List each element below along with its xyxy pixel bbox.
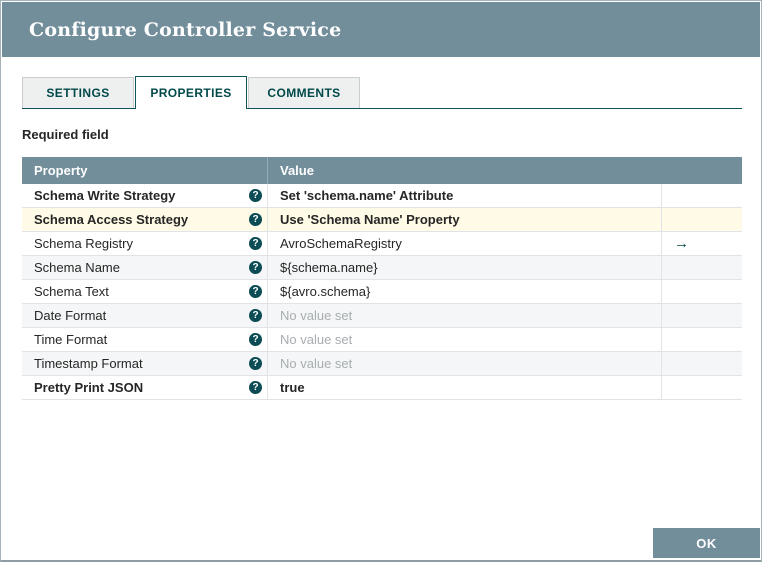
help-icon[interactable]: ? — [249, 261, 262, 274]
property-value[interactable]: AvroSchemaRegistry — [268, 232, 662, 255]
table-row[interactable]: Schema Access Strategy ? Use 'Schema Nam… — [22, 208, 742, 232]
property-name: Schema Name — [34, 260, 120, 275]
dialog-title: Configure Controller Service — [29, 18, 342, 41]
tab-comments[interactable]: COMMENTS — [248, 77, 360, 108]
property-value[interactable]: No value set — [268, 352, 662, 375]
help-icon[interactable]: ? — [249, 357, 262, 370]
column-header-actions — [662, 157, 742, 184]
column-header-property: Property — [22, 157, 268, 184]
tab-bar: SETTINGS PROPERTIES COMMENTS — [22, 76, 742, 109]
property-name: Timestamp Format — [34, 356, 143, 371]
property-name: Time Format — [34, 332, 108, 347]
ok-button[interactable]: OK — [653, 528, 760, 558]
required-field-label: Required field — [22, 127, 109, 142]
property-name: Schema Access Strategy — [34, 212, 189, 227]
table-row[interactable]: Schema Name ? ${schema.name} — [22, 256, 742, 280]
property-name: Date Format — [34, 308, 107, 323]
property-name: Schema Registry — [34, 236, 133, 251]
table-row[interactable]: Schema Write Strategy ? Set 'schema.name… — [22, 184, 742, 208]
help-icon[interactable]: ? — [249, 381, 262, 394]
property-value[interactable]: true — [268, 376, 662, 399]
help-icon[interactable]: ? — [249, 189, 262, 202]
help-icon[interactable]: ? — [249, 309, 262, 322]
column-header-value: Value — [280, 163, 314, 178]
help-icon[interactable]: ? — [249, 333, 262, 346]
go-to-service-icon[interactable]: → — [674, 235, 689, 252]
property-name: Pretty Print JSON — [34, 380, 144, 395]
property-value[interactable]: No value set — [268, 328, 662, 351]
table-row[interactable]: Time Format ? No value set — [22, 328, 742, 352]
property-name: Schema Text — [34, 284, 109, 299]
table-row[interactable]: Schema Registry ? AvroSchemaRegistry → — [22, 232, 742, 256]
table-row[interactable]: Date Format ? No value set — [22, 304, 742, 328]
property-value[interactable]: Set 'schema.name' Attribute — [268, 184, 662, 207]
help-icon[interactable]: ? — [249, 285, 262, 298]
table-row[interactable]: Timestamp Format ? No value set — [22, 352, 742, 376]
properties-table: Property Value Schema Write Strategy ? S… — [22, 157, 742, 400]
property-value[interactable]: No value set — [268, 304, 662, 327]
table-row[interactable]: Pretty Print JSON ? true — [22, 376, 742, 400]
dialog-header: Configure Controller Service — [2, 2, 760, 57]
help-icon[interactable]: ? — [249, 237, 262, 250]
table-row[interactable]: Schema Text ? ${avro.schema} — [22, 280, 742, 304]
table-header-row: Property Value — [22, 157, 742, 184]
tab-settings[interactable]: SETTINGS — [22, 77, 134, 108]
property-value[interactable]: ${schema.name} — [268, 256, 662, 279]
help-icon[interactable]: ? — [249, 213, 262, 226]
property-value[interactable]: ${avro.schema} — [268, 280, 662, 303]
property-value[interactable]: Use 'Schema Name' Property — [268, 208, 662, 231]
tab-properties[interactable]: PROPERTIES — [135, 76, 247, 109]
property-name: Schema Write Strategy — [34, 188, 176, 203]
